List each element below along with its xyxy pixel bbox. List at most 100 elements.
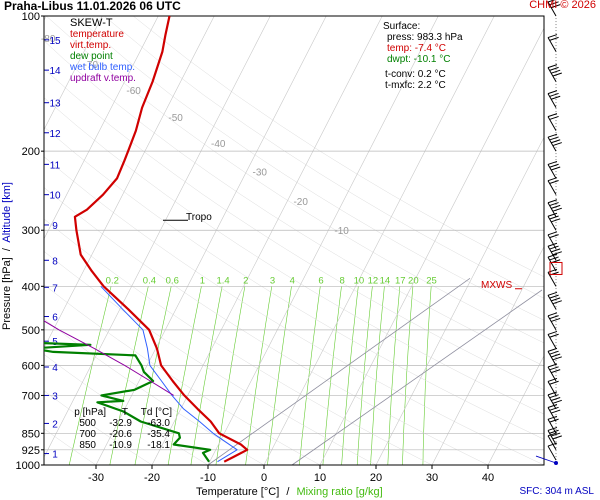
table-cell: -63.0 bbox=[147, 418, 170, 429]
surface-wind-dot bbox=[554, 461, 558, 465]
altitude-label: 8 bbox=[52, 256, 58, 267]
temperature-tick-label: 10 bbox=[314, 472, 326, 484]
legend-wet-bulb: wet bulb temp. bbox=[70, 62, 136, 73]
pressure-tick-label: 850 bbox=[22, 428, 40, 440]
wind-barb-staff bbox=[547, 116, 557, 131]
wind-barb-flag bbox=[549, 92, 559, 97]
level-table-header: p [hPa] T Td [°C] bbox=[50, 407, 172, 418]
wind-barb-flag bbox=[549, 256, 559, 261]
table-cell: -32.9 bbox=[109, 418, 132, 429]
wind-barb bbox=[547, 212, 561, 231]
y-axis-label-sep: / bbox=[1, 248, 13, 252]
altitude-label: 13 bbox=[49, 99, 61, 110]
wind-barb bbox=[547, 34, 559, 52]
surface-dwpt: dwpt: -10.1 °C bbox=[387, 54, 451, 65]
legend-temperature: temperature bbox=[70, 29, 124, 40]
temperature-tick-label: 40 bbox=[482, 472, 494, 484]
x-axis-label-mix: Mixing ratio [g/kg] bbox=[296, 486, 383, 498]
altitude-label: 12 bbox=[49, 129, 61, 140]
wind-barb-flag bbox=[547, 347, 558, 352]
mixing-ratio-line bbox=[167, 286, 202, 465]
legend: SKEW-T temperature virt.temp. dew point … bbox=[70, 18, 136, 85]
pressure-tick-label: 1000 bbox=[16, 460, 40, 472]
altitude-label: 9 bbox=[52, 221, 58, 232]
wind-barb bbox=[547, 90, 561, 108]
wind-barb-flag bbox=[549, 180, 559, 184]
wind-barb-staff bbox=[547, 351, 557, 366]
wind-barb-flag bbox=[549, 36, 559, 41]
wind-barb-staff bbox=[547, 272, 557, 287]
credit-label: CHMI © 2026 bbox=[529, 0, 596, 11]
temperature-tick-label: 30 bbox=[426, 472, 438, 484]
wind-barb bbox=[547, 113, 559, 131]
altitude-label: 2 bbox=[52, 419, 58, 430]
wind-barb-staff bbox=[547, 435, 557, 451]
wind-barb-flag bbox=[549, 163, 559, 168]
wind-barb-flag bbox=[551, 369, 561, 374]
temperature-tick-label: -20 bbox=[144, 472, 160, 484]
surface-temp: temp: -7.4 °C bbox=[387, 43, 447, 54]
level-table: p [hPa] T Td [°C] 500 -32.9 -63.0 700 -2… bbox=[50, 407, 172, 451]
wind-barb-flag bbox=[549, 1, 559, 6]
x-axis-label: Temperature [°C] / Mixing ratio [g/kg] bbox=[196, 486, 383, 498]
legend-updraft: updraft v.temp. bbox=[70, 73, 136, 84]
reference-line bbox=[291, 289, 543, 466]
wind-barb-staff bbox=[547, 407, 557, 422]
mixing-ratio-label: 6 bbox=[318, 275, 323, 286]
level-table-row: 500 -32.9 -63.0 bbox=[50, 418, 172, 429]
mixing-ratio-label: 0.4 bbox=[143, 275, 156, 286]
mixing-ratio-label: 25 bbox=[426, 275, 437, 286]
altitude-label: 4 bbox=[52, 363, 58, 374]
temperature-tick-label: -10 bbox=[200, 472, 216, 484]
wind-barb-flag bbox=[551, 139, 561, 144]
isotherm-line bbox=[375, 136, 544, 465]
plot-frame bbox=[43, 15, 545, 466]
wind-barb-flag bbox=[549, 333, 559, 338]
wind-barb-flag bbox=[551, 432, 561, 437]
wind-barb-flag bbox=[547, 212, 558, 217]
surface-tmxfc: t-mxfc: 2.2 °C bbox=[385, 80, 446, 91]
wind-barb-staff bbox=[547, 315, 557, 331]
dry-adiabat bbox=[46, 16, 544, 344]
dry-adiabat bbox=[75, 16, 544, 321]
surface-tconv: t-conv: 0.2 °C bbox=[385, 69, 446, 80]
isotherm-label: -70 bbox=[84, 60, 99, 71]
temperature-line bbox=[73, 16, 249, 463]
wind-barb bbox=[547, 312, 561, 331]
wind-barb-flag bbox=[547, 291, 558, 296]
mixing-ratio-line bbox=[322, 286, 342, 465]
wind-barb-flag bbox=[551, 317, 561, 322]
isotherm-line bbox=[263, 16, 495, 465]
wind-barb-flag bbox=[552, 251, 562, 256]
wind-barb-flag bbox=[549, 350, 559, 355]
x-axis-label-temp: Temperature [°C] bbox=[196, 486, 280, 498]
wind-barb bbox=[547, 404, 561, 422]
wind-barb-flag bbox=[549, 294, 559, 299]
surface-press: press: 983.3 hPa bbox=[387, 32, 463, 43]
mixing-ratio-label: 4 bbox=[290, 275, 295, 286]
isotherm-line bbox=[207, 16, 439, 465]
legend-virt-temp: virt.temp. bbox=[70, 40, 112, 51]
altitude-label: 7 bbox=[52, 283, 58, 294]
pressure-tick-label: 300 bbox=[22, 225, 40, 237]
dry-adiabat bbox=[133, 16, 544, 278]
pressure-tick-label: 700 bbox=[22, 390, 40, 402]
surface-info: Surface: press: 983.3 hPa temp: -7.4 °C … bbox=[383, 21, 463, 91]
dry-adiabat bbox=[104, 16, 544, 299]
wind-barb-flag bbox=[551, 166, 561, 171]
isotherm-line bbox=[44, 16, 215, 349]
wind-barb bbox=[547, 330, 559, 349]
isotherm-label: -20 bbox=[293, 197, 308, 208]
mixing-ratio-label: 10 bbox=[354, 275, 365, 286]
isotherm-label: -60 bbox=[126, 86, 141, 97]
temperature-tick-label: 20 bbox=[370, 472, 382, 484]
mixing-ratio-label: 1.4 bbox=[216, 275, 229, 286]
reference-line bbox=[207, 277, 471, 466]
wind-barb-staff bbox=[547, 180, 557, 195]
y-axis-label-pressure: Pressure [hPa] bbox=[1, 257, 13, 330]
wind-barb bbox=[547, 415, 559, 434]
isotherm-line bbox=[44, 16, 271, 458]
legend-dew-point: dew point bbox=[70, 51, 113, 62]
table-cell: -20.6 bbox=[109, 429, 132, 440]
wind-barb-staff bbox=[547, 164, 557, 179]
